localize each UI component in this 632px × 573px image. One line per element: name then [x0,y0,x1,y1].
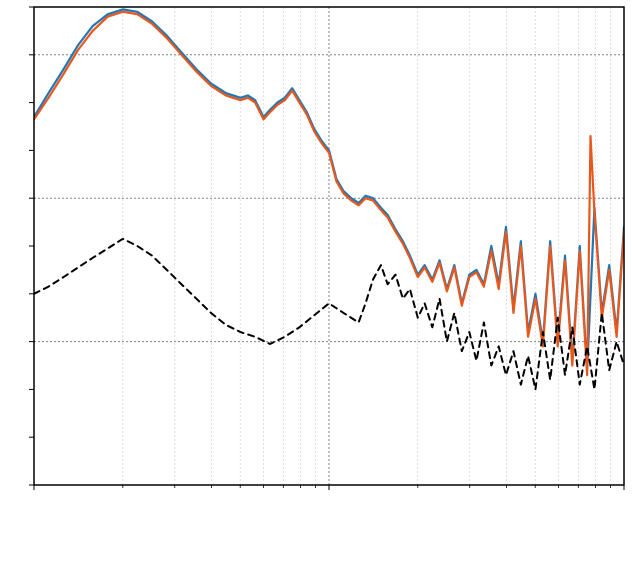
spectrum-chart [0,0,632,573]
